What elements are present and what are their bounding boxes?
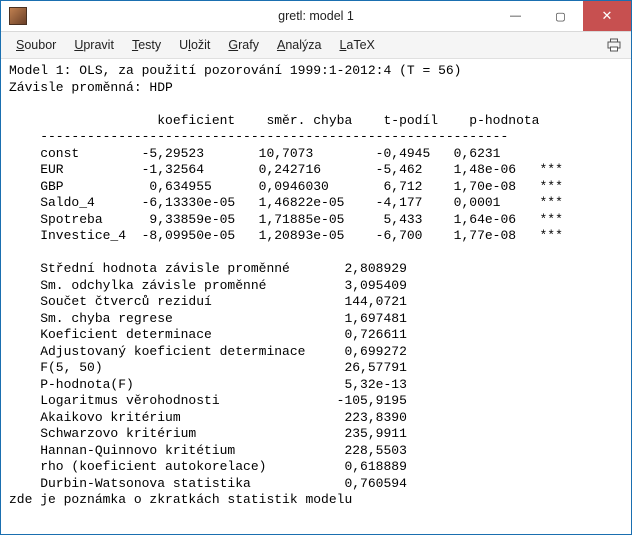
menu-ulozit[interactable]: Uložit xyxy=(170,35,219,55)
app-window: gretl: model 1 — ▢ ✕ Soubor Upravit Test… xyxy=(0,0,632,535)
window-controls: — ▢ ✕ xyxy=(493,1,631,31)
titlebar: gretl: model 1 — ▢ ✕ xyxy=(1,1,631,32)
menu-upravit[interactable]: Upravit xyxy=(65,35,123,55)
maximize-button[interactable]: ▢ xyxy=(538,1,583,31)
menu-label: esty xyxy=(138,38,161,52)
close-button[interactable]: ✕ xyxy=(583,1,631,31)
output-area[interactable]: Model 1: OLS, za použití pozorování 1999… xyxy=(1,59,631,534)
menu-label: oubor xyxy=(24,38,56,52)
app-icon xyxy=(9,7,27,25)
menu-soubor[interactable]: Soubor xyxy=(7,35,65,55)
menu-label: ožit xyxy=(191,38,210,52)
menu-label: aTeX xyxy=(346,38,375,52)
menu-testy[interactable]: Testy xyxy=(123,35,170,55)
printer-icon xyxy=(606,38,622,52)
model-output-text: Model 1: OLS, za použití pozorování 1999… xyxy=(1,59,631,534)
menu-latex[interactable]: LaTeX xyxy=(330,35,383,55)
menu-label: nalýza xyxy=(285,38,321,52)
menu-analyza[interactable]: Analýza xyxy=(268,35,330,55)
print-button[interactable] xyxy=(603,38,625,52)
menubar: Soubor Upravit Testy Uložit Grafy Analýz… xyxy=(1,32,631,59)
minimize-button[interactable]: — xyxy=(493,1,538,31)
menu-label: rafy xyxy=(238,38,259,52)
menu-label: pravit xyxy=(83,38,114,52)
menu-grafy[interactable]: Grafy xyxy=(219,35,268,55)
